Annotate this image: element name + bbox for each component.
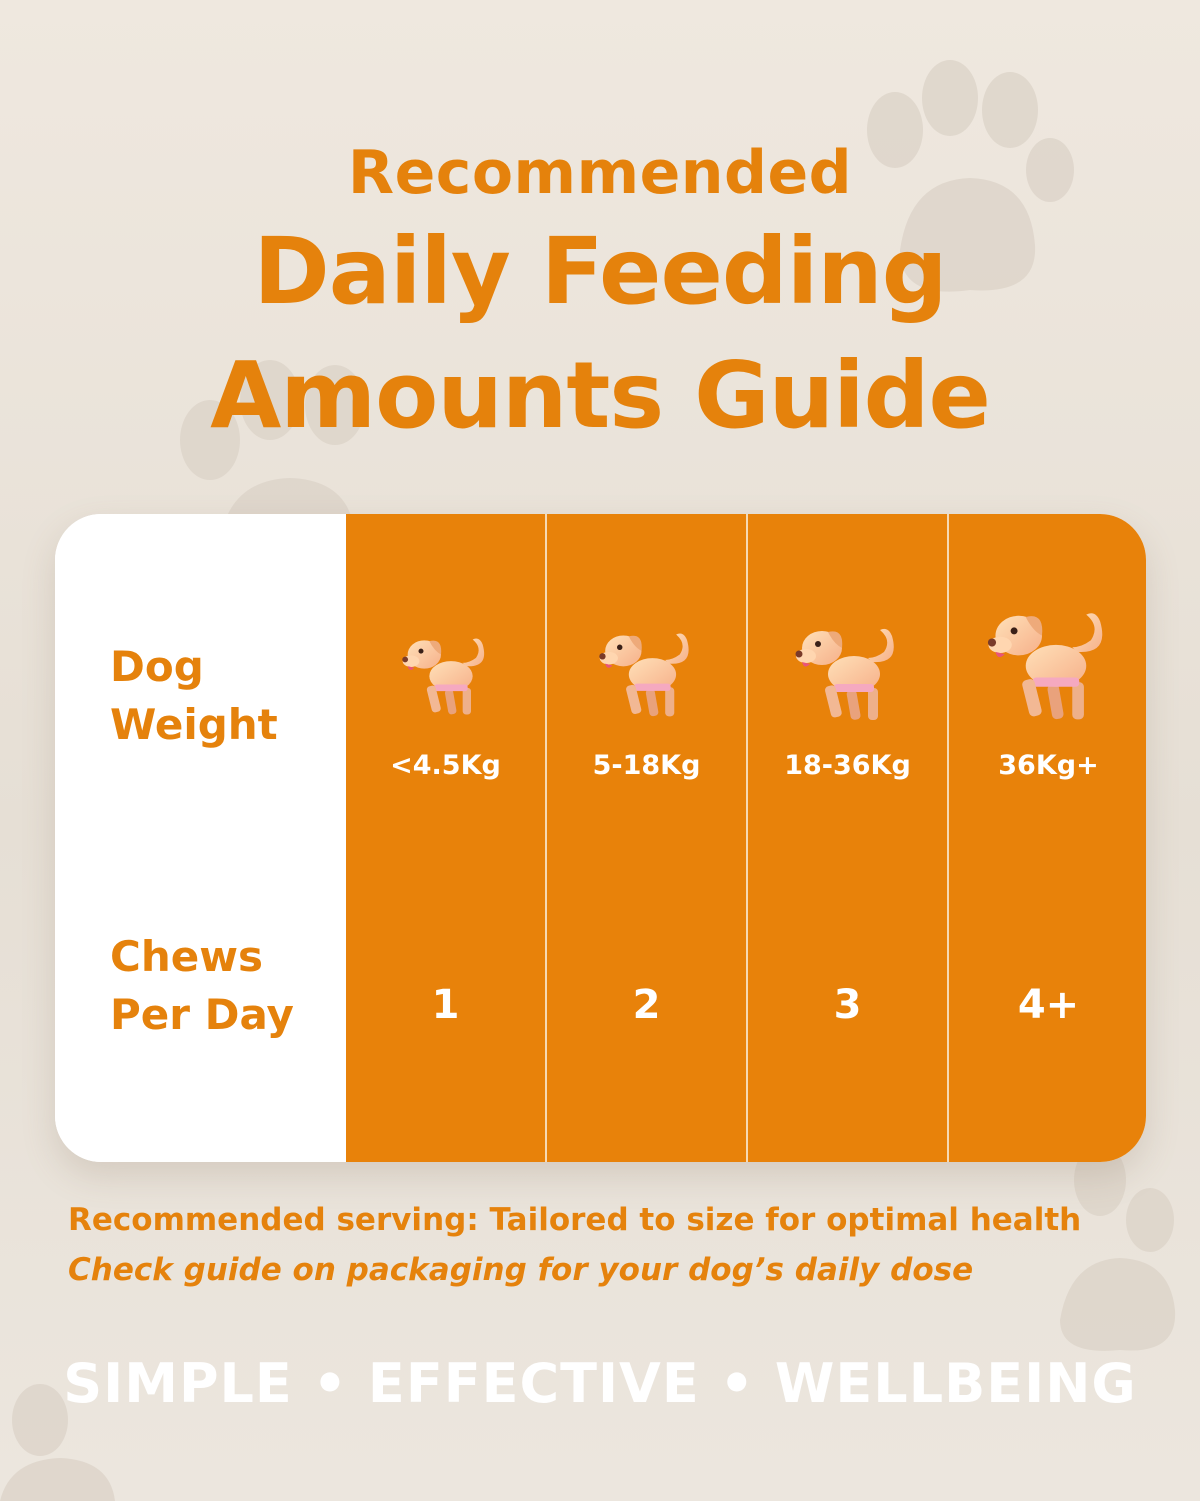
column-divider — [545, 514, 547, 1162]
dog-weight-label-line-1: Dog — [110, 642, 204, 691]
paw-print-icon — [1060, 1144, 1176, 1351]
row-labels-column: Dog Weight Chews Per Day — [55, 514, 346, 1162]
dog-icon — [547, 620, 746, 724]
column-small: <4.5Kg 1 — [346, 514, 545, 1162]
dog-icon — [949, 596, 1146, 728]
page-subtitle: Recommended — [347, 138, 853, 208]
weight-value: <4.5Kg — [390, 750, 501, 781]
chews-value: 3 — [833, 982, 862, 1028]
chews-value: 1 — [431, 982, 460, 1028]
dog-weight-label-line-2: Weight — [110, 700, 278, 749]
data-columns: <4.5Kg 1 — [346, 514, 1146, 1162]
column-divider — [947, 514, 949, 1162]
page-title-line-2: Amounts Guide — [210, 342, 991, 449]
weight-value: 18-36Kg — [784, 750, 911, 781]
chews-per-day-label-line-1: Chews — [110, 932, 264, 981]
serving-note: Recommended serving: Tailored to size fo… — [68, 1202, 1082, 1238]
weight-value: 36Kg+ — [998, 750, 1099, 781]
dog-weight-label: Dog Weight — [110, 638, 278, 754]
column-divider — [746, 514, 748, 1162]
tagline: SIMPLE • EFFECTIVE • WELLBEING — [63, 1352, 1137, 1415]
paw-print-icon — [0, 1384, 115, 1501]
dog-icon — [748, 614, 947, 728]
weight-value: 5-18Kg — [592, 750, 701, 781]
column-medium: 5-18Kg 2 — [547, 514, 746, 1162]
dog-icon — [346, 626, 545, 722]
chews-value: 2 — [632, 982, 661, 1028]
chews-per-day-label: Chews Per Day — [110, 928, 294, 1044]
chews-per-day-label-line-2: Per Day — [110, 990, 294, 1039]
feeding-guide-table: Dog Weight Chews Per Day — [55, 514, 1146, 1162]
page-title-line-1: Daily Feeding — [253, 218, 947, 325]
column-extra-large: 36Kg+ 4+ — [949, 514, 1146, 1162]
paw-print-icon — [867, 60, 1074, 292]
column-large: 18-36Kg 3 — [748, 514, 947, 1162]
packaging-note: Check guide on packaging for your dog’s … — [68, 1252, 974, 1288]
chews-value: 4+ — [1017, 982, 1080, 1028]
